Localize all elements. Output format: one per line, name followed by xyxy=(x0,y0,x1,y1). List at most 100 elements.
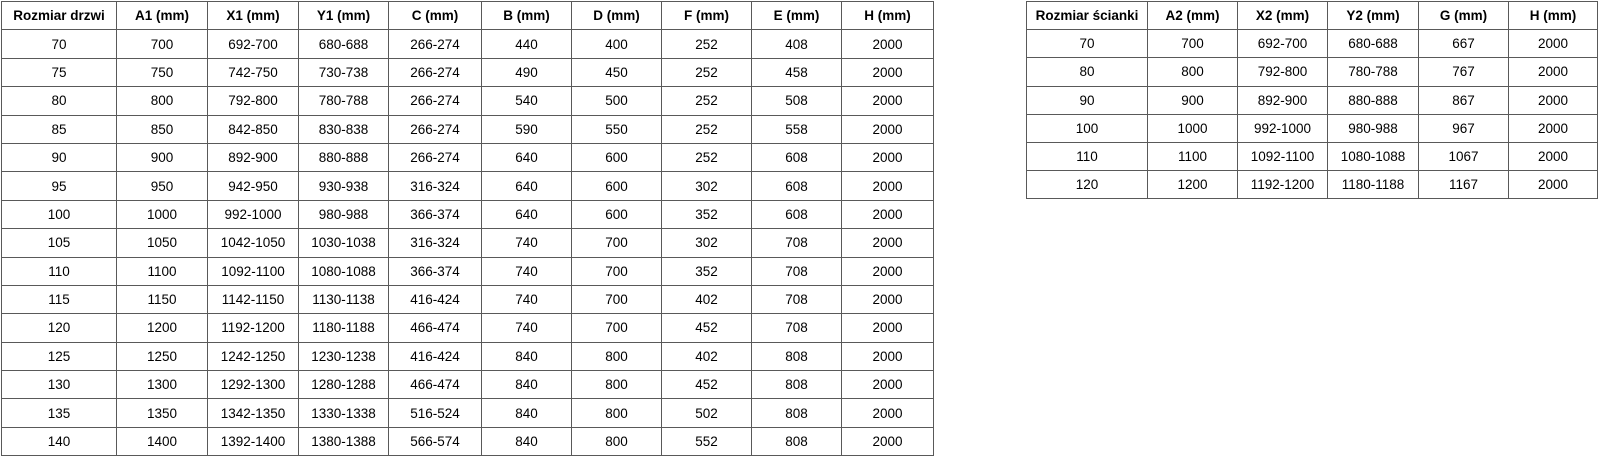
table-cell: 980-988 xyxy=(298,199,389,230)
table-row: 125 1250 1242-1250 1230-1238 416-424 840 800 40… xyxy=(1,341,934,372)
table-cell: 266-274 xyxy=(388,114,482,144)
table-cell: 608 xyxy=(751,142,842,173)
table-cell: 767 xyxy=(1418,57,1509,87)
table-cell: 600 xyxy=(571,199,662,230)
table-cell: 2000 xyxy=(841,284,934,315)
table-cell: 667 xyxy=(1418,29,1509,59)
table-cell: 366-374 xyxy=(388,256,482,286)
table-cell: 1400 xyxy=(116,426,208,457)
column-header: F (mm) xyxy=(661,0,752,31)
table-cell: 2000 xyxy=(841,256,934,286)
table-cell: 780-788 xyxy=(298,86,389,116)
table-cell: 552 xyxy=(661,426,752,457)
table-cell: 252 xyxy=(661,86,752,116)
table-cell: 120 xyxy=(1026,170,1148,200)
table-cell: 608 xyxy=(751,171,842,201)
table-row: 110 1100 1092-1100 1080-1088 366-374 740 700 35… xyxy=(1,256,934,286)
table-cell: 140 xyxy=(1,426,117,457)
table-cell: 1000 xyxy=(1147,113,1238,143)
table-cell: 85 xyxy=(1,114,117,144)
table-cell: 692-700 xyxy=(207,29,299,59)
table-cell: 850 xyxy=(116,114,208,144)
table-row: 100 1000 992-1000 980-988 967 2000 xyxy=(1026,113,1598,143)
table-cell: 1080-1088 xyxy=(298,256,389,286)
table-cell: 2000 xyxy=(841,199,934,230)
table-cell: 1150 xyxy=(116,284,208,315)
table-cell: 792-800 xyxy=(207,86,299,116)
table-cell: 508 xyxy=(751,86,842,116)
table-cell: 700 xyxy=(571,284,662,315)
table-cell: 700 xyxy=(116,29,208,59)
table-cell: 130 xyxy=(1,370,117,400)
table-cell: 1100 xyxy=(1147,141,1238,172)
table-cell: 680-688 xyxy=(298,29,389,59)
table-cell: 408 xyxy=(751,29,842,59)
table-cell: 800 xyxy=(571,398,662,428)
table-cell: 1092-1100 xyxy=(1237,141,1328,172)
table-cell: 466-474 xyxy=(388,370,482,400)
table-cell: 1342-1350 xyxy=(207,398,299,428)
table-cell: 366-374 xyxy=(388,199,482,230)
table-cell: 900 xyxy=(116,142,208,173)
table-cell: 416-424 xyxy=(388,341,482,372)
table-cell: 105 xyxy=(1,228,117,258)
table-row: 120 1200 1192-1200 1180-1188 1167 2000 xyxy=(1026,170,1598,200)
table-cell: 830-838 xyxy=(298,114,389,144)
table-cell: 1350 xyxy=(116,398,208,428)
table-cell: 115 xyxy=(1,284,117,315)
table-cell: 2000 xyxy=(1508,57,1598,87)
column-header: Y1 (mm) xyxy=(298,0,389,31)
table-cell: 1380-1388 xyxy=(298,426,389,457)
table-cell: 800 xyxy=(116,86,208,116)
table-cell: 2000 xyxy=(1508,29,1598,59)
table-cell: 2000 xyxy=(1508,141,1598,172)
table-cell: 740 xyxy=(481,256,572,286)
table-row: 70 700 692-700 680-688 667 2000 xyxy=(1026,29,1598,59)
table-cell: 840 xyxy=(481,370,572,400)
table-cell: 708 xyxy=(751,228,842,258)
table-cell: 800 xyxy=(571,426,662,457)
table-cell: 502 xyxy=(661,398,752,428)
table-cell: 2000 xyxy=(841,341,934,372)
column-header: A1 (mm) xyxy=(116,0,208,31)
column-header: C (mm) xyxy=(388,0,482,31)
table-cell: 450 xyxy=(571,57,662,88)
table-cell: 700 xyxy=(1147,29,1238,59)
table-cell: 70 xyxy=(1026,29,1148,59)
table-cell: 2000 xyxy=(1508,113,1598,143)
table-cell: 740 xyxy=(481,313,572,343)
table-cell: 808 xyxy=(751,370,842,400)
table-cell: 252 xyxy=(661,142,752,173)
table-cell: 2000 xyxy=(841,398,934,428)
table-cell: 416-424 xyxy=(388,284,482,315)
table-cell: 252 xyxy=(661,114,752,144)
table-cell: 458 xyxy=(751,57,842,88)
table-cell: 120 xyxy=(1,313,117,343)
column-header: Rozmiar drzwi xyxy=(1,0,117,31)
table-cell: 1042-1050 xyxy=(207,228,299,258)
table-cell: 992-1000 xyxy=(207,199,299,230)
table-cell: 942-950 xyxy=(207,171,299,201)
table-cell: 2000 xyxy=(841,370,934,400)
table-cell: 1300 xyxy=(116,370,208,400)
table-cell: 402 xyxy=(661,284,752,315)
table-row: 85 850 842-850 830-838 266-274 590 550 252 558 20… xyxy=(1,114,934,144)
table-row: 80 800 792-800 780-788 266-274 540 500 252 508 20… xyxy=(1,86,934,116)
table-cell: 780-788 xyxy=(1327,57,1419,87)
table-cell: 1080-1088 xyxy=(1327,141,1419,172)
table-cell: 1330-1338 xyxy=(298,398,389,428)
table-cell: 800 xyxy=(571,341,662,372)
table-cell: 558 xyxy=(751,114,842,144)
table-cell: 640 xyxy=(481,171,572,201)
door-size-table: Rozmiar drzwi A1 (mm) X1 (mm) Y1 (mm) C (mm)… xyxy=(1,0,934,457)
table-cell: 1242-1250 xyxy=(207,341,299,372)
table-cell: 980-988 xyxy=(1327,113,1419,143)
table-cell: 708 xyxy=(751,313,842,343)
table-cell: 2000 xyxy=(841,142,934,173)
table-cell: 808 xyxy=(751,398,842,428)
table-cell: 640 xyxy=(481,142,572,173)
table-cell: 967 xyxy=(1418,113,1509,143)
table-cell: 352 xyxy=(661,199,752,230)
table-cell: 1250 xyxy=(116,341,208,372)
